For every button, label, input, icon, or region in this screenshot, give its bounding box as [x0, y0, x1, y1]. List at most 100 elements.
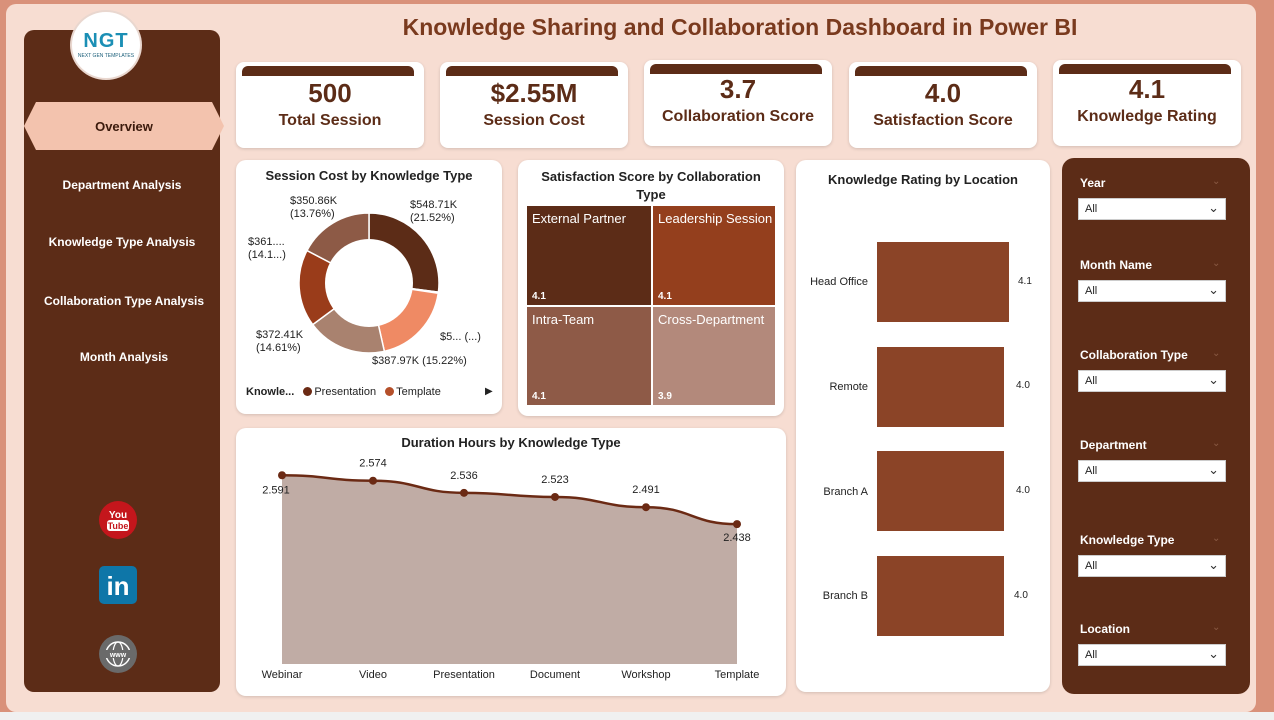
slicer-dropdown[interactable]: All ⌄ — [1078, 555, 1226, 577]
treemap-cell-value: 4.1 — [658, 291, 672, 302]
legend-item[interactable]: Presentation — [314, 386, 377, 398]
kpi-value: 4.1 — [1128, 74, 1166, 104]
treemap-cell-value: 4.1 — [532, 291, 546, 302]
treemap-cell-intra-team[interactable]: Intra-Team 4.1 — [527, 307, 651, 405]
data-point[interactable] — [369, 476, 377, 485]
donut-label-top-left: $350.86K (13.76%) — [290, 195, 338, 220]
slicer-value: All — [1085, 203, 1098, 215]
kpi-value: 3.7 — [719, 74, 757, 104]
slicer-label: Collaboration Type — [1080, 348, 1188, 362]
slicer-panel — [1062, 158, 1250, 694]
slicer-value: All — [1085, 560, 1098, 572]
kpi-label: Knowledge Rating — [1077, 108, 1217, 125]
duration-area-chart[interactable]: 2.591 Webinar 2.574 Video 2.536 Presentation 2… — [236, 428, 786, 696]
svg-text:You: You — [109, 510, 127, 521]
legend-item[interactable]: Template — [396, 386, 441, 398]
legend-next-arrow-icon[interactable]: ▶ — [485, 386, 493, 397]
bar-category-label: Branch A — [823, 486, 868, 498]
slicer-label: Location — [1080, 622, 1130, 636]
slicer-label: Department — [1080, 438, 1147, 452]
donut-legend: Knowle... Presentation Template — [246, 386, 441, 398]
nav-overview[interactable]: Overview — [24, 102, 224, 150]
nav-collaboration-type-analysis[interactable]: Collaboration Type Analysis — [43, 294, 205, 308]
bar-category-label: Head Office — [810, 276, 868, 288]
legend-title: Knowle... — [246, 386, 295, 398]
x-tick-label: Template — [715, 669, 760, 681]
location-bar[interactable] — [877, 556, 1004, 636]
bar-value-label: 4.0 — [1016, 380, 1030, 391]
data-point[interactable] — [733, 520, 741, 529]
page-title: Knowledge Sharing and Collaboration Dash… — [402, 14, 1078, 40]
x-tick-label: Video — [359, 669, 387, 681]
svg-text:in: in — [106, 571, 129, 601]
chevron-down-icon: ⌄ — [1208, 372, 1219, 387]
treemap-cell-external-partner[interactable]: External Partner 4.1 — [527, 206, 651, 305]
location-bar[interactable] — [877, 347, 1004, 427]
data-point[interactable] — [278, 471, 286, 480]
kpi-collaboration-score: 3.7 Collaboration Score — [644, 60, 832, 146]
slicer-label: Year — [1080, 176, 1106, 190]
data-label: 2.591 — [262, 484, 290, 496]
treemap-cell-leadership-session[interactable]: Leadership Session 4.1 — [653, 206, 775, 305]
x-tick-label: Presentation — [433, 669, 495, 681]
data-label: 2.438 — [723, 532, 751, 544]
slicer-dropdown[interactable]: All ⌄ — [1078, 280, 1226, 302]
slicer-value: All — [1085, 649, 1098, 661]
area-line — [281, 474, 738, 526]
chevron-down-icon[interactable]: ⌄ — [1212, 258, 1221, 269]
chart-title: Session Cost by Knowledge Type — [265, 168, 473, 183]
youtube-icon[interactable]: You Tube — [98, 500, 138, 540]
slicer-label: Month Name — [1080, 258, 1152, 272]
data-label: 2.536 — [450, 470, 478, 482]
kpi-header-bar — [446, 66, 618, 76]
data-point[interactable] — [551, 492, 559, 501]
kpi-label: Satisfaction Score — [873, 112, 1013, 129]
linkedin-icon[interactable]: in — [98, 565, 138, 605]
chevron-down-icon[interactable]: ⌄ — [1212, 533, 1221, 544]
chevron-down-icon: ⌄ — [1208, 282, 1219, 297]
kpi-header-bar — [650, 64, 822, 74]
nav-month-analysis[interactable]: Month Analysis — [79, 350, 169, 364]
treemap-cell-label: Intra-Team — [532, 312, 595, 327]
donut-label-bottom: $387.97K (15.22%) — [372, 355, 467, 367]
chevron-down-icon[interactable]: ⌄ — [1212, 348, 1221, 359]
svg-text:Tube: Tube — [108, 521, 129, 531]
page-tab-bar — [0, 712, 1274, 720]
session-cost-donut[interactable] — [296, 210, 442, 356]
bar-value-label: 4.0 — [1016, 485, 1030, 496]
kpi-header-bar — [1059, 64, 1231, 74]
kpi-label: Collaboration Score — [661, 108, 815, 125]
chevron-down-icon[interactable]: ⌄ — [1212, 176, 1221, 187]
kpi-total-session: 500 Total Session — [236, 62, 424, 148]
kpi-value: 4.0 — [924, 78, 962, 108]
bar-category-label: Branch B — [822, 590, 868, 602]
chevron-down-icon[interactable]: ⌄ — [1212, 622, 1221, 633]
slicer-dropdown[interactable]: All ⌄ — [1078, 370, 1226, 392]
area-fill — [282, 475, 737, 664]
slicer-dropdown[interactable]: All ⌄ — [1078, 644, 1226, 666]
chevron-down-icon[interactable]: ⌄ — [1212, 438, 1221, 449]
donut-hole — [325, 239, 413, 327]
nav-department-analysis[interactable]: Department Analysis — [62, 178, 182, 192]
treemap-cell-label: Cross-Department — [658, 312, 765, 327]
data-point[interactable] — [460, 488, 468, 497]
slicer-dropdown[interactable]: All ⌄ — [1078, 198, 1226, 220]
kpi-value: $2.55M — [490, 78, 578, 108]
website-globe-icon[interactable]: www — [98, 634, 138, 674]
location-bar[interactable] — [877, 451, 1004, 531]
x-tick-label: Document — [530, 669, 580, 681]
chart-title: Satisfaction Score by Collaboration Type — [541, 169, 761, 202]
treemap-cell-cross-department[interactable]: Cross-Department 3.9 — [653, 307, 775, 405]
data-point[interactable] — [642, 503, 650, 512]
donut-label-right: $5... (...) — [440, 331, 481, 343]
kpi-label: Total Session — [278, 112, 382, 129]
chevron-down-icon: ⌄ — [1208, 462, 1219, 477]
bar-value-label: 4.0 — [1014, 590, 1028, 601]
kpi-value: 500 — [308, 78, 352, 108]
location-bar[interactable] — [877, 242, 1009, 322]
slicer-label: Knowledge Type — [1080, 533, 1175, 547]
logo-text: NGT — [83, 30, 129, 52]
slicer-dropdown[interactable]: All ⌄ — [1078, 460, 1226, 482]
nav-knowledge-type-analysis[interactable]: Knowledge Type Analysis — [48, 235, 196, 249]
donut-label-mid-left: $361.... (14.1...) — [248, 236, 286, 261]
